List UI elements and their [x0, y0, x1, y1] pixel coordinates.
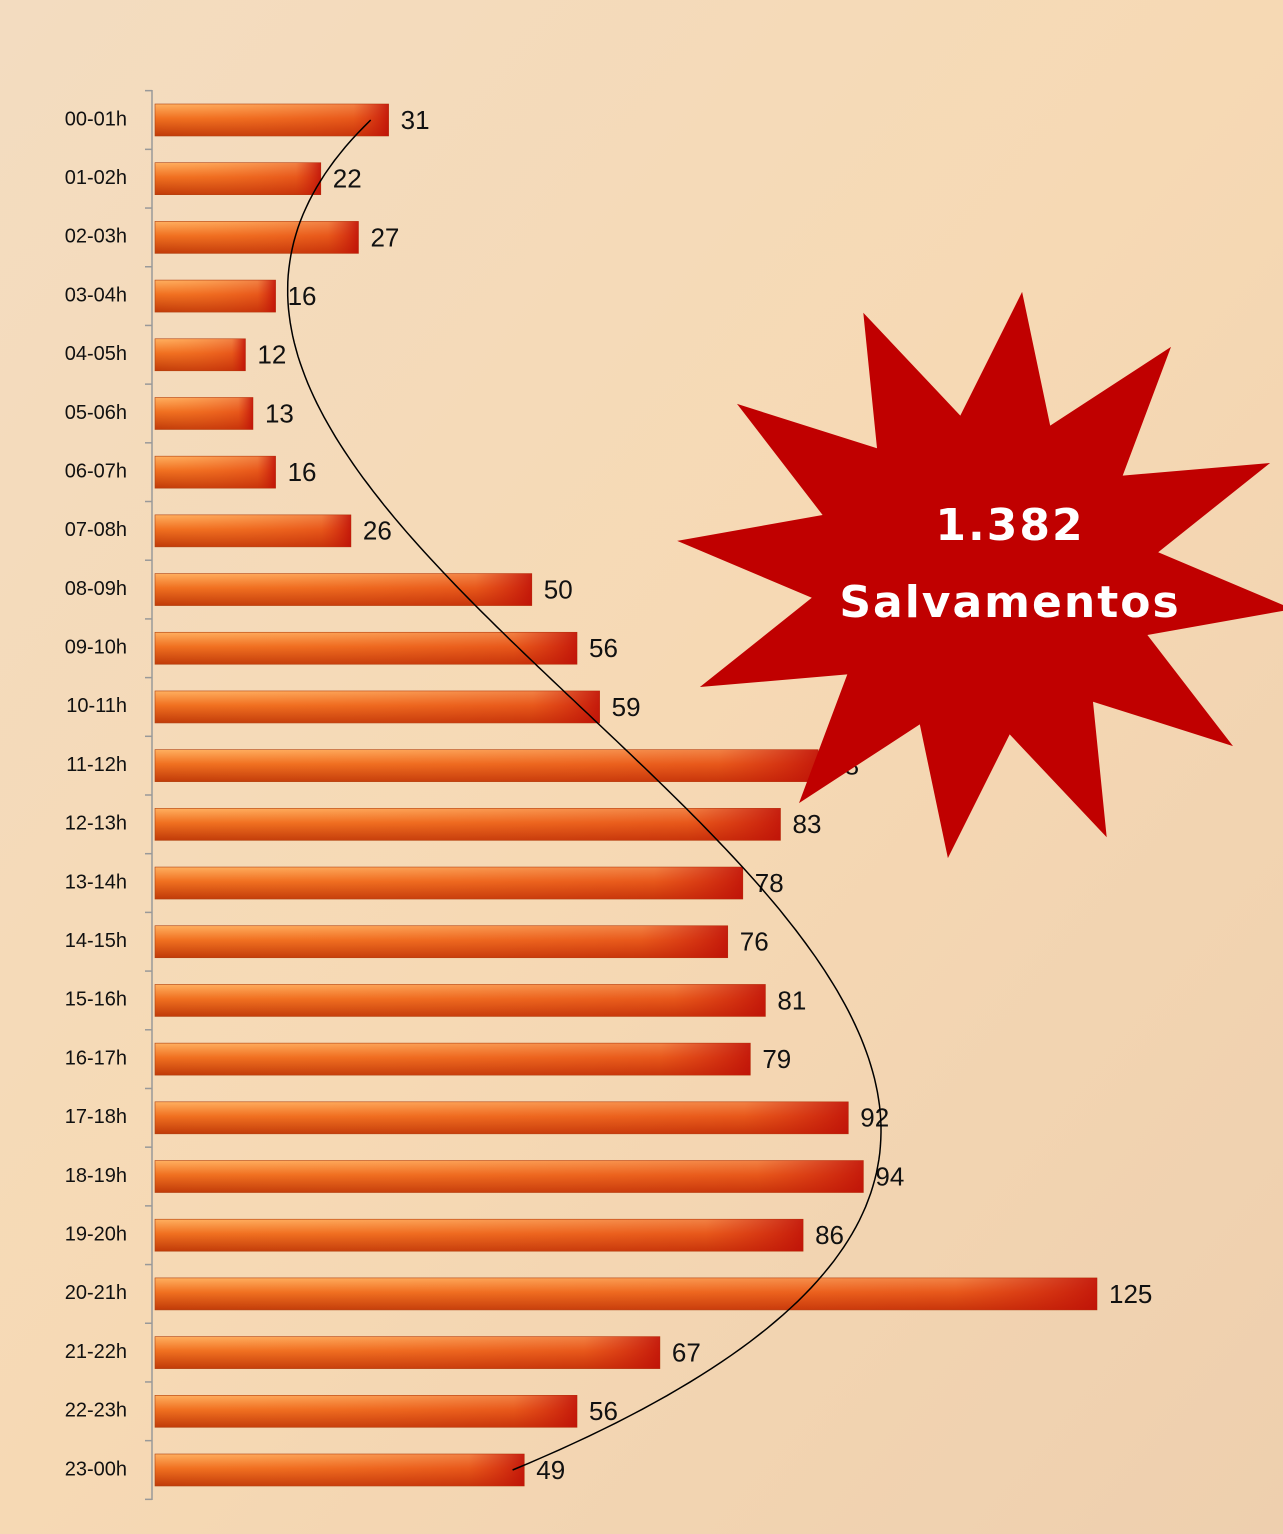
y-tick-label: 16-17h [65, 1047, 127, 1069]
y-tick-label: 15-16h [65, 989, 127, 1011]
annotation-number: 1.382 [935, 500, 1084, 551]
value-label: 67 [672, 1337, 701, 1367]
bar-shade [155, 573, 532, 606]
y-tick-label: 07-08h [65, 519, 127, 541]
value-label: 86 [815, 1220, 844, 1250]
bar-shade [155, 984, 766, 1017]
bar-shade [155, 1277, 1097, 1310]
bar-shade [155, 1336, 660, 1369]
value-label: 92 [860, 1103, 889, 1133]
value-label: 83 [792, 809, 821, 839]
y-tick-label: 17-18h [65, 1106, 127, 1128]
value-label: 56 [589, 633, 618, 663]
bar-shade [155, 1101, 849, 1134]
trendline [286, 119, 882, 1471]
value-label: 27 [370, 222, 399, 252]
starburst: 1.382 Salvamentos [677, 291, 1283, 859]
y-tick-label: 00-01h [65, 108, 127, 130]
value-label: 13 [265, 398, 294, 428]
y-tick-label: 12-13h [65, 813, 127, 835]
y-tick-label: 14-15h [65, 930, 127, 952]
value-label: 81 [777, 985, 806, 1015]
value-label: 125 [1109, 1279, 1152, 1309]
y-tick-label: 21-22h [65, 1341, 127, 1363]
bar-shade [155, 808, 781, 841]
bar-shade [155, 514, 351, 547]
bar-shade [155, 162, 321, 195]
value-label: 94 [875, 1161, 904, 1191]
bar-shade [155, 221, 359, 254]
value-label: 76 [740, 927, 769, 957]
value-label: 12 [257, 340, 286, 370]
bar-shade [155, 1043, 751, 1076]
value-label: 16 [288, 457, 317, 487]
y-tick-label: 04-05h [65, 343, 127, 365]
value-label: 16 [288, 281, 317, 311]
bar-shade [155, 925, 728, 958]
value-label: 26 [363, 516, 392, 546]
y-tick-label: 23-00h [65, 1458, 127, 1480]
value-label: 56 [589, 1396, 618, 1426]
bar-shade [155, 104, 389, 136]
bar-shade [155, 749, 819, 782]
bar-shade [155, 338, 246, 371]
value-label: 31 [401, 105, 430, 135]
y-tick-label: 08-09h [65, 578, 127, 600]
annotation-text: Salvamentos [839, 577, 1180, 628]
y-tick-label: 11-12h [66, 754, 127, 776]
y-tick-label: 19-20h [65, 1223, 127, 1245]
y-tick-label: 13-14h [65, 871, 127, 893]
y-tick-label: 09-10h [65, 637, 127, 659]
value-label: 49 [536, 1455, 565, 1485]
value-label: 79 [762, 1044, 791, 1074]
bar-shade [155, 397, 253, 430]
y-tick-label: 06-07h [65, 460, 127, 482]
bar-shade [155, 1219, 804, 1252]
value-label: 59 [612, 692, 641, 722]
bar-shade [155, 1160, 864, 1193]
bar-shade [155, 867, 743, 900]
star-shape [677, 291, 1283, 859]
bar-shade [155, 1395, 578, 1428]
y-tick-label: 05-06h [65, 402, 127, 424]
value-label: 22 [333, 164, 362, 194]
y-tick-label: 03-04h [65, 284, 127, 306]
y-tick-label: 02-03h [65, 226, 127, 248]
bar-shade [155, 280, 276, 313]
value-label: 78 [755, 868, 784, 898]
bar-shade [155, 1454, 525, 1486]
bar-shade [155, 456, 276, 489]
bars: 00-01h 31 01-02h 22 02-03h 27 03-04h 16 04-05h 12… [65, 89, 1152, 1501]
y-tick-label: 22-23h [65, 1400, 127, 1422]
y-tick-label: 10-11h [66, 695, 127, 717]
value-label: 50 [544, 574, 573, 604]
bar-shade [155, 632, 578, 665]
bar-shade [155, 690, 600, 723]
y-tick-label: 18-19h [65, 1165, 127, 1187]
y-tick-label: 01-02h [65, 167, 127, 189]
y-tick-label: 20-21h [65, 1282, 127, 1304]
